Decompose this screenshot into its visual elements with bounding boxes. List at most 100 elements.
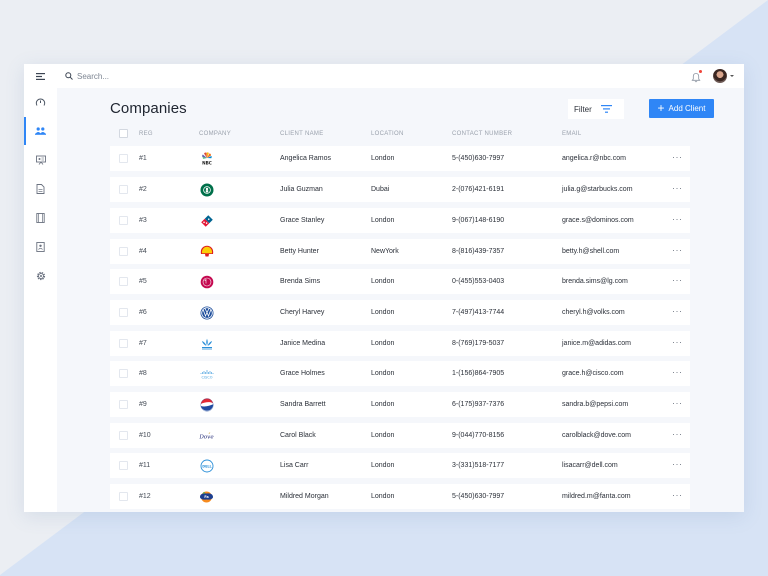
- row-checkbox[interactable]: [119, 492, 128, 501]
- document-icon: [36, 184, 45, 194]
- row-checkbox[interactable]: [119, 277, 128, 286]
- row-contact-number: 6-(175)937-7376: [452, 401, 505, 408]
- add-client-label: Add Client: [668, 104, 706, 113]
- sidebar-item-settings[interactable]: [24, 262, 57, 290]
- cisco-logo-icon: CISCO: [199, 366, 214, 381]
- table-row[interactable]: #5 Brenda Sims London 0-(455)553-0403 br…: [110, 269, 690, 294]
- row-client-name: Julia Guzman: [280, 186, 323, 193]
- row-checkbox[interactable]: [119, 400, 128, 409]
- row-reg: #8: [139, 370, 147, 377]
- row-email: cheryl.h@volks.com: [562, 309, 625, 316]
- menu-button[interactable]: [24, 64, 57, 88]
- row-client-name: Sandra Barrett: [280, 401, 326, 408]
- more-options-icon[interactable]: ···: [672, 306, 683, 316]
- row-location: London: [371, 370, 395, 377]
- pepsi-logo-icon: [199, 397, 214, 412]
- filter-label: Filter: [574, 104, 592, 114]
- svg-text:Dove: Dove: [199, 434, 214, 440]
- header-contact-number[interactable]: CONTACT NUMBER: [452, 131, 513, 137]
- row-location: London: [371, 401, 395, 408]
- table-row[interactable]: #3 Grace Stanley London 9-(067)148-: [110, 208, 690, 233]
- table-header: REG COMPANY CLIENT NAME LOCATION CONTACT…: [110, 128, 690, 140]
- row-email: janice.m@adidas.com: [562, 340, 631, 347]
- header-company[interactable]: COMPANY: [199, 131, 231, 137]
- row-checkbox[interactable]: [119, 369, 128, 378]
- more-options-icon[interactable]: ···: [672, 398, 683, 408]
- header-client-name[interactable]: CLIENT NAME: [280, 131, 324, 137]
- avatar[interactable]: [713, 69, 727, 83]
- table-row[interactable]: #11 DELL Lisa Carr London 3-(331)518-717…: [110, 453, 690, 478]
- chevron-down-icon[interactable]: [730, 75, 734, 77]
- table-row[interactable]: #7 Janice Medina London 8-(769)179-5037 …: [110, 331, 690, 356]
- row-checkbox[interactable]: [119, 339, 128, 348]
- row-reg: #3: [139, 217, 147, 224]
- svg-text:NBC: NBC: [202, 161, 212, 166]
- table-row[interactable]: #12 Fa Mildred Morgan London 5-(450)630-…: [110, 484, 690, 509]
- more-options-icon[interactable]: ···: [672, 459, 683, 469]
- table-row[interactable]: #8 CISCO Grace Holmes London: [110, 361, 690, 386]
- row-contact-number: 5-(450)630-7997: [452, 493, 505, 500]
- sidebar-item-documents[interactable]: [24, 175, 57, 203]
- row-contact-number: 9-(044)770-8156: [452, 432, 505, 439]
- nbc-logo-icon: NBC: [199, 151, 214, 166]
- more-options-icon[interactable]: ···: [672, 337, 683, 347]
- notifications-button[interactable]: [691, 70, 703, 83]
- row-contact-number: 1-(156)864-7905: [452, 370, 505, 377]
- row-reg: #12: [139, 493, 151, 500]
- row-checkbox[interactable]: [119, 154, 128, 163]
- more-options-icon[interactable]: ···: [672, 490, 683, 500]
- sidebar-item-notebook[interactable]: [24, 204, 57, 232]
- more-options-icon[interactable]: ···: [672, 275, 683, 285]
- more-options-icon[interactable]: ···: [672, 214, 683, 224]
- page-title: Companies: [110, 100, 187, 117]
- row-checkbox[interactable]: [119, 216, 128, 225]
- dominos-logo-icon: [199, 213, 214, 228]
- row-reg: #10: [139, 432, 151, 439]
- more-options-icon[interactable]: ···: [672, 429, 683, 439]
- svg-text:CISCO: CISCO: [201, 375, 212, 379]
- header-reg[interactable]: REG: [139, 131, 153, 137]
- sidebar-item-presentation[interactable]: [24, 146, 57, 174]
- row-checkbox[interactable]: [119, 308, 128, 317]
- row-checkbox[interactable]: [119, 247, 128, 256]
- table-row[interactable]: #1 NBC Angelica Ramos London 5-(450)630-…: [110, 146, 690, 171]
- table-row[interactable]: #2 Julia Guzman Dubai 2-(076)421-6191 ju…: [110, 177, 690, 202]
- sidebar-item-clients[interactable]: [24, 117, 57, 145]
- table-row[interactable]: #4 Betty Hunter NewYork 8-(816)439-7357 …: [110, 239, 690, 264]
- header-location[interactable]: LOCATION: [371, 131, 404, 137]
- table-row[interactable]: #10 Dove Carol Black London 9-(044)770-8…: [110, 423, 690, 448]
- speedometer-icon: [35, 98, 46, 106]
- row-contact-number: 8-(769)179-5037: [452, 340, 505, 347]
- row-location: London: [371, 462, 395, 469]
- volkswagen-logo-icon: [199, 305, 214, 320]
- row-email: brenda.sims@lg.com: [562, 278, 628, 285]
- row-location: London: [371, 432, 395, 439]
- row-client-name: Janice Medina: [280, 340, 326, 347]
- row-client-name: Grace Stanley: [280, 217, 325, 224]
- bell-icon: [691, 73, 701, 83]
- row-client-name: Grace Holmes: [280, 370, 325, 377]
- header-email[interactable]: EMAIL: [562, 131, 582, 137]
- table-row[interactable]: #9 Sandra Barrett London 6-(175)937-7376…: [110, 392, 690, 417]
- more-options-icon[interactable]: ···: [672, 245, 683, 255]
- sidebar-item-contacts[interactable]: [24, 233, 57, 261]
- filter-button[interactable]: Filter: [568, 99, 624, 119]
- add-client-button[interactable]: + Add Client: [649, 99, 714, 118]
- sidebar-item-dashboard[interactable]: [24, 88, 57, 116]
- row-checkbox[interactable]: [119, 461, 128, 470]
- search-bar: [65, 64, 691, 88]
- more-options-icon[interactable]: ···: [672, 367, 683, 377]
- more-options-icon[interactable]: ···: [672, 183, 683, 193]
- row-checkbox[interactable]: [119, 185, 128, 194]
- more-options-icon[interactable]: ···: [672, 152, 683, 162]
- table-row[interactable]: #6 Cheryl Harvey London 7-(497)413-7744 …: [110, 300, 690, 325]
- select-all-checkbox[interactable]: [119, 129, 128, 138]
- row-checkbox[interactable]: [119, 431, 128, 440]
- shell-logo-icon: [199, 244, 214, 259]
- row-email: grace.h@cisco.com: [562, 370, 624, 377]
- row-location: London: [371, 155, 395, 162]
- search-input[interactable]: [77, 71, 277, 81]
- contact-card-icon: [36, 242, 45, 252]
- row-location: London: [371, 217, 395, 224]
- main-content: Companies Filter + Add Client REG COMPAN…: [57, 88, 744, 512]
